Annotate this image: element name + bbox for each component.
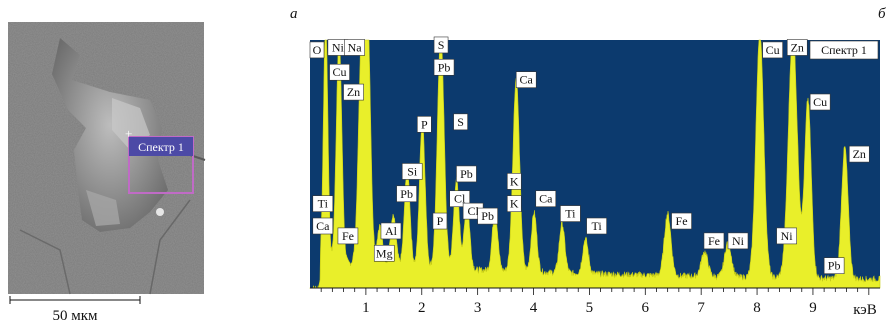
- peak-label-mg: Mg: [373, 244, 395, 262]
- peak-label-text: Ca: [520, 73, 534, 87]
- peak-label-si: Si: [401, 163, 423, 180]
- peak-label-text: K: [510, 174, 519, 188]
- peak-label-ni: Ni: [727, 232, 749, 250]
- peak-label-k: K: [506, 173, 522, 190]
- peak-label-s: S: [453, 113, 468, 131]
- x-tick-label-6: 6: [642, 300, 650, 316]
- peak-label-cu: Cu: [329, 63, 350, 81]
- peak-label-p: P: [432, 212, 448, 230]
- peak-label-zn: Zn: [786, 39, 808, 56]
- peak-label-text: Pb: [481, 209, 494, 223]
- scale-bar-label: 50 мкм: [52, 308, 98, 324]
- legend-box: [809, 40, 879, 60]
- peak-label-text: Mg: [376, 246, 393, 260]
- peak-label-ni: Ni: [776, 227, 797, 245]
- peak-label-zn: Zn: [343, 83, 364, 101]
- peak-label-ti: Ti: [586, 217, 607, 235]
- peak-label-text: Fe: [708, 234, 720, 248]
- sem-particle: [52, 38, 168, 232]
- peak-label-text: Ti: [591, 219, 602, 233]
- peak-label-text: Zn: [853, 147, 866, 161]
- peak-label-s: S: [433, 36, 449, 54]
- sem-micrograph-panel: Спектр 1 + 50 мкм а: [8, 22, 206, 324]
- peak-label-o: O: [309, 41, 325, 59]
- x-tick-label-7: 7: [697, 300, 705, 316]
- peak-label-pb: Pb: [477, 207, 498, 225]
- peak-label-pb: Pb: [396, 185, 417, 203]
- peak-label-pb: Pb: [823, 257, 845, 274]
- peak-label-ca: Ca: [312, 217, 334, 235]
- peak-label-text: Zn: [791, 40, 804, 54]
- peak-label-text: K: [510, 197, 519, 211]
- peak-label-cl: Cl: [449, 190, 471, 208]
- peak-label-k: K: [506, 195, 522, 212]
- peak-label-text: Cu: [333, 65, 347, 79]
- peak-label-text: Ni: [732, 234, 745, 248]
- peak-label-text: Cl: [467, 204, 479, 218]
- peak-label-p: P: [416, 116, 432, 133]
- x-tick-label-8: 8: [753, 300, 761, 316]
- peak-label-text: Fe: [676, 214, 688, 228]
- panel-letter-b: б: [878, 6, 886, 22]
- peak-label-text: Pb: [828, 259, 841, 273]
- x-tick-label-9: 9: [809, 300, 817, 316]
- peak-label-text: Ti: [565, 207, 576, 221]
- peak-label-text: P: [421, 117, 428, 131]
- peak-label-text: Cu: [766, 43, 780, 57]
- peak-label-text: Si: [407, 164, 418, 178]
- legend-label: Спектр 1: [821, 43, 867, 57]
- x-tick-label-4: 4: [530, 300, 538, 316]
- x-tick-label-5: 5: [586, 300, 594, 316]
- peak-label-text: Zn: [347, 85, 360, 99]
- crosshair-marker: +: [125, 126, 132, 141]
- x-tick-label-3: 3: [474, 300, 482, 316]
- peak-label-text: Al: [385, 224, 398, 238]
- peak-label-text: S: [438, 38, 445, 52]
- peak-label-ca: Ca: [515, 71, 537, 88]
- peak-label-zn: Zn: [848, 145, 870, 163]
- peak-label-text: S: [457, 115, 464, 129]
- peak-label-pb: Pb: [456, 165, 477, 183]
- peak-label-fe: Fe: [337, 227, 359, 245]
- spectrum-label: Спектр 1: [138, 140, 184, 154]
- x-tick-label-2: 2: [418, 300, 426, 316]
- panel-letter-a: а: [290, 6, 298, 22]
- peak-label-text: Pb: [438, 60, 451, 74]
- peak-label-pb: Pb: [433, 58, 455, 76]
- peak-label-text: Cu: [813, 95, 827, 109]
- peak-label-text: Pb: [400, 187, 413, 201]
- peak-label-cu: Cu: [809, 93, 831, 111]
- peak-label-text: Na: [348, 40, 363, 54]
- peak-label-ca: Ca: [535, 190, 557, 208]
- peak-label-ti: Ti: [312, 195, 334, 212]
- peak-label-text: P: [437, 214, 444, 228]
- peak-label-na: Na: [344, 39, 365, 56]
- x-tick-label-1: 1: [362, 300, 370, 316]
- peak-label-text: Ni: [332, 40, 345, 54]
- peak-label-cu: Cu: [762, 41, 783, 59]
- peak-label-text: Cl: [454, 192, 466, 206]
- peak-label-fe: Fe: [671, 212, 692, 230]
- peak-label-text: Fe: [342, 229, 354, 243]
- peak-label-text: Ca: [316, 219, 330, 233]
- peak-label-al: Al: [380, 222, 402, 240]
- peak-label-text: Ca: [539, 192, 553, 206]
- x-axis-unit: кэВ: [853, 302, 877, 318]
- peak-label-fe: Fe: [703, 232, 725, 250]
- peak-label-text: O: [313, 43, 322, 57]
- peak-label-ti: Ti: [560, 205, 581, 222]
- peak-label-text: Ti: [318, 197, 329, 211]
- peak-label-text: Ni: [781, 229, 794, 243]
- peak-label-text: Pb: [460, 167, 473, 181]
- spectrum-label-bg: [129, 137, 193, 156]
